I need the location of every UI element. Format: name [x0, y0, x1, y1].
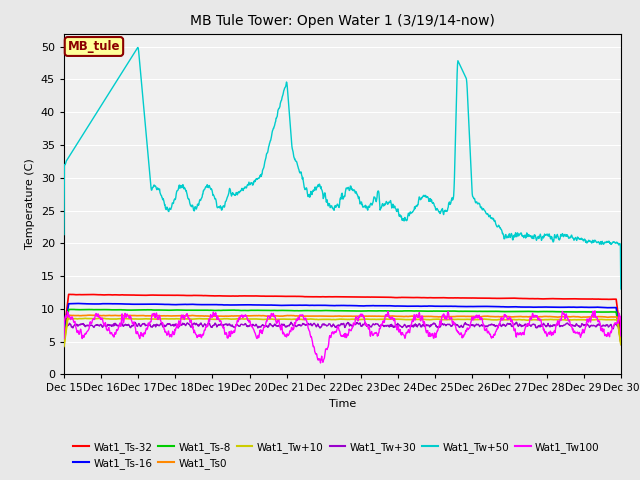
Y-axis label: Temperature (C): Temperature (C)	[26, 158, 35, 250]
Title: MB Tule Tower: Open Water 1 (3/19/14-now): MB Tule Tower: Open Water 1 (3/19/14-now…	[190, 14, 495, 28]
Text: MB_tule: MB_tule	[68, 40, 120, 53]
Legend: Wat1_Ts-32, Wat1_Ts-16, Wat1_Ts-8, Wat1_Ts0, Wat1_Tw+10, Wat1_Tw+30, Wat1_Tw+50,: Wat1_Ts-32, Wat1_Ts-16, Wat1_Ts-8, Wat1_…	[69, 438, 604, 473]
X-axis label: Time: Time	[329, 399, 356, 409]
